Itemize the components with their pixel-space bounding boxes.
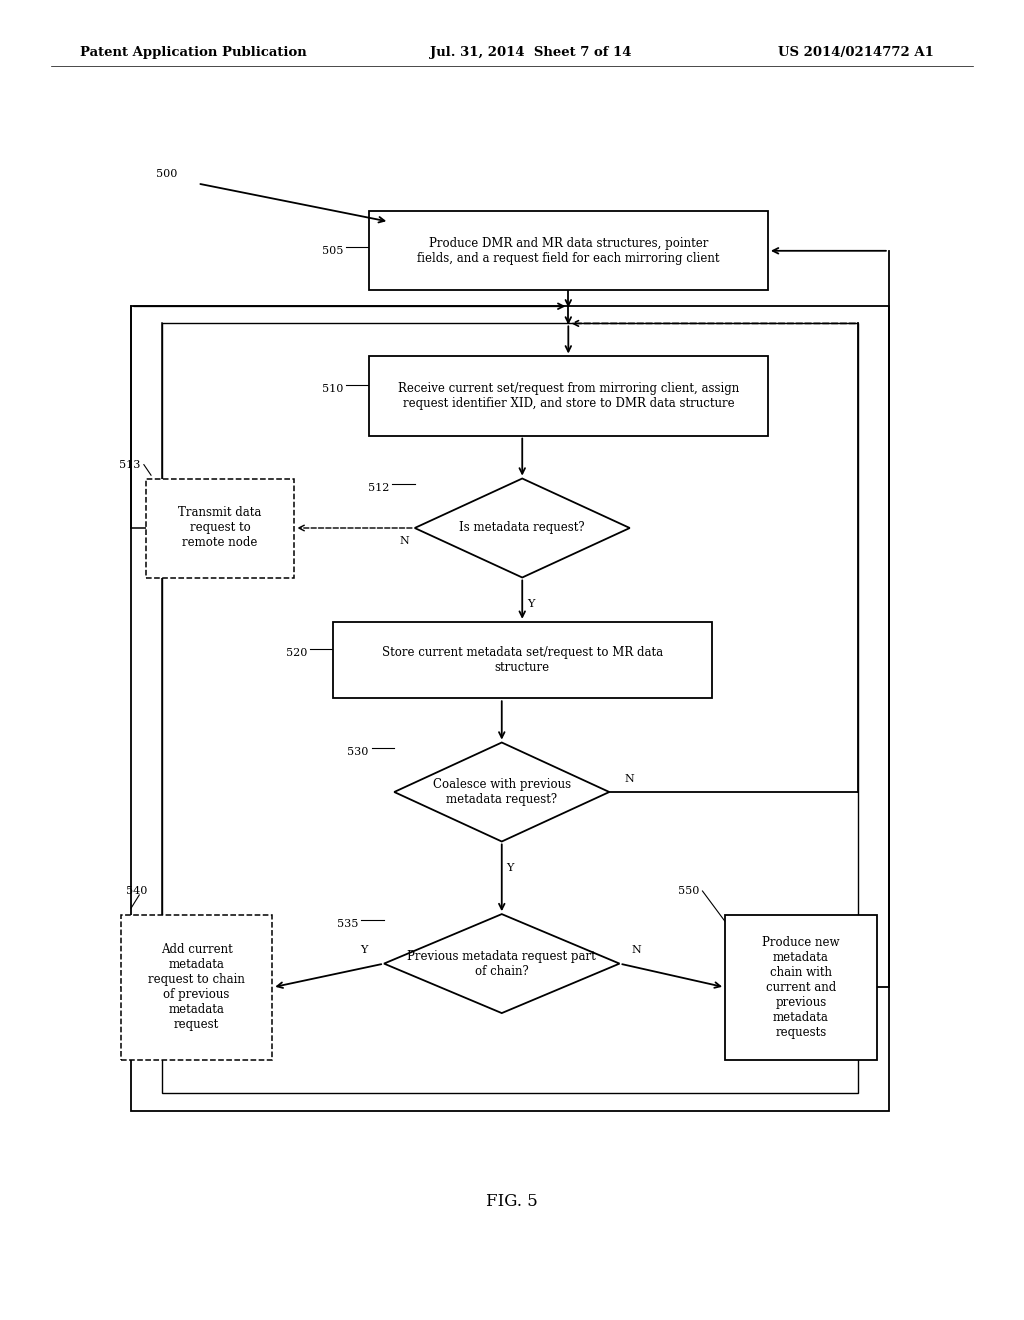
Text: N: N	[399, 536, 410, 546]
Text: 540: 540	[126, 886, 147, 896]
Text: Produce DMR and MR data structures, pointer
fields, and a request field for each: Produce DMR and MR data structures, poin…	[417, 236, 720, 265]
Bar	[121, 915, 272, 1060]
Polygon shape	[394, 742, 609, 842]
Text: US 2014/0214772 A1: US 2014/0214772 A1	[778, 46, 934, 59]
Text: Produce new
metadata
chain with
current and
previous
metadata
requests: Produce new metadata chain with current …	[762, 936, 840, 1039]
Text: 505: 505	[322, 246, 343, 256]
Text: Store current metadata set/request to MR data
structure: Store current metadata set/request to MR…	[382, 645, 663, 675]
Text: 510: 510	[322, 384, 343, 395]
Text: Coalesce with previous
metadata request?: Coalesce with previous metadata request?	[433, 777, 570, 807]
Text: Y: Y	[506, 863, 514, 873]
Bar	[369, 356, 768, 436]
Text: Add current
metadata
request to chain
of previous
metadata
request: Add current metadata request to chain of…	[148, 944, 245, 1031]
Text: 530: 530	[347, 747, 369, 758]
Bar	[131, 306, 889, 1111]
Text: Jul. 31, 2014  Sheet 7 of 14: Jul. 31, 2014 Sheet 7 of 14	[430, 46, 632, 59]
Text: N: N	[632, 945, 642, 956]
Text: 500: 500	[156, 169, 177, 180]
Text: Receive current set/request from mirroring client, assign
request identifier XID: Receive current set/request from mirrori…	[397, 381, 739, 411]
Polygon shape	[384, 913, 620, 1014]
Text: Y: Y	[360, 945, 368, 956]
Text: Transmit data
request to
remote node: Transmit data request to remote node	[178, 507, 262, 549]
Bar	[725, 915, 877, 1060]
Bar	[146, 479, 295, 578]
Text: FIG. 5: FIG. 5	[486, 1193, 538, 1209]
Text: Y: Y	[526, 599, 535, 609]
Bar	[369, 211, 768, 290]
Text: 535: 535	[337, 919, 358, 929]
Text: 512: 512	[368, 483, 389, 494]
Bar	[162, 323, 858, 1093]
Text: 550: 550	[678, 886, 699, 896]
Text: N: N	[625, 774, 635, 784]
Text: Patent Application Publication: Patent Application Publication	[80, 46, 306, 59]
Text: Is metadata request?: Is metadata request?	[460, 521, 585, 535]
Bar	[333, 622, 712, 698]
Text: Previous metadata request part
of chain?: Previous metadata request part of chain?	[408, 949, 596, 978]
Text: 520: 520	[286, 648, 307, 659]
Polygon shape	[415, 479, 630, 578]
Text: 513: 513	[120, 459, 141, 470]
